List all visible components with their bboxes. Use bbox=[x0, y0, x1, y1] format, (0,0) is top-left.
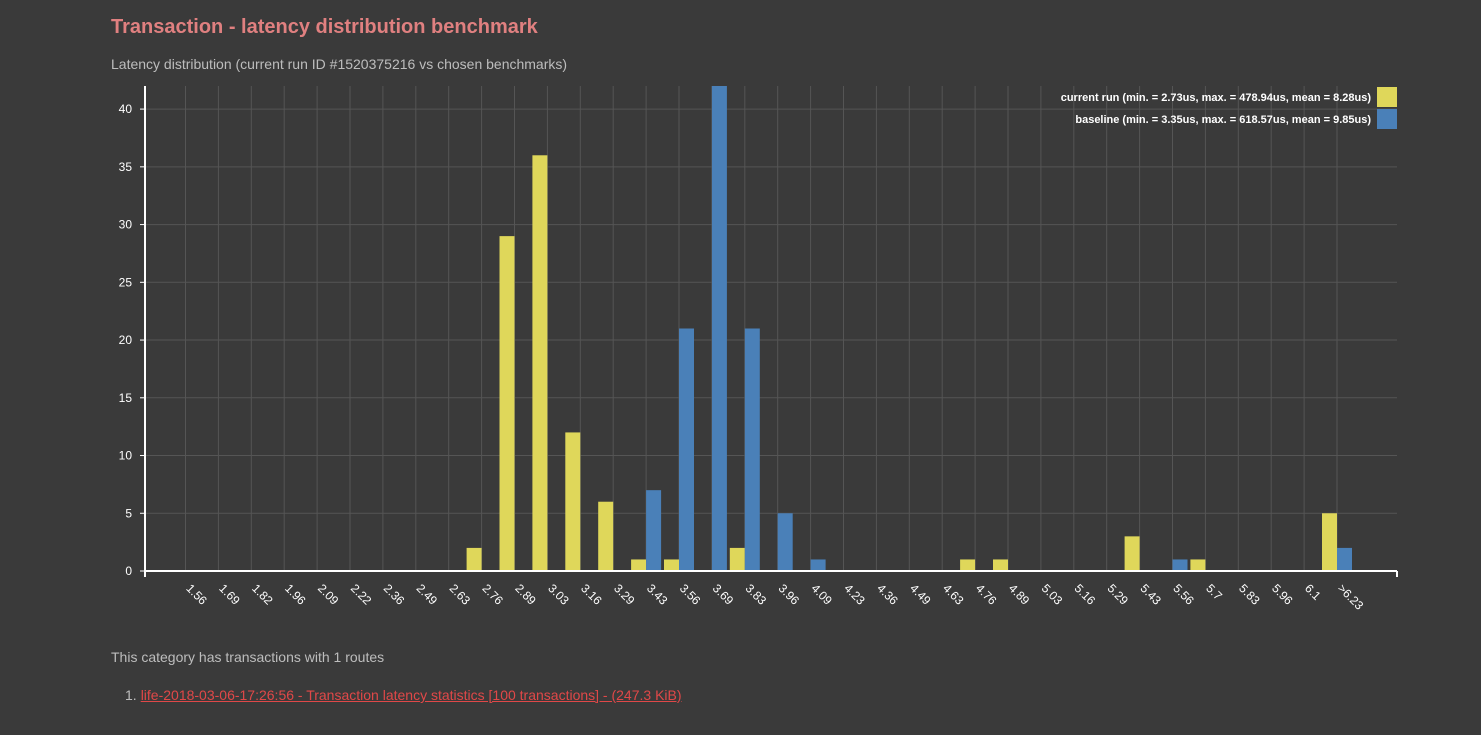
bar-current-run bbox=[565, 432, 581, 571]
x-tick-label: 5.96 bbox=[1269, 581, 1296, 608]
x-tick-label: 5.83 bbox=[1236, 581, 1263, 608]
bar-baseline bbox=[744, 328, 760, 571]
x-tick-label: 2.49 bbox=[414, 581, 441, 608]
x-tick-label: 3.03 bbox=[545, 581, 572, 608]
bar-current-run bbox=[1190, 559, 1206, 571]
bar-current-run bbox=[993, 559, 1008, 571]
bar-current-run bbox=[1124, 536, 1140, 571]
x-tick-label: 2.22 bbox=[348, 581, 375, 608]
x-tick-label: 2.76 bbox=[479, 581, 506, 608]
bar-current-run bbox=[598, 501, 614, 571]
x-tick-label: 4.36 bbox=[874, 581, 901, 608]
y-tick-label: 20 bbox=[119, 333, 133, 347]
y-tick-label: 35 bbox=[119, 160, 133, 174]
bar-current-run bbox=[960, 559, 976, 571]
x-tick-label: 4.63 bbox=[940, 581, 967, 608]
y-tick-label: 40 bbox=[119, 102, 133, 116]
x-tick-label: >6.23 bbox=[1335, 581, 1367, 613]
y-tick-label: 30 bbox=[119, 218, 133, 232]
x-tick-label: 5.56 bbox=[1170, 581, 1197, 608]
x-tick-label: 5.43 bbox=[1137, 581, 1164, 608]
x-tick-label: 1.82 bbox=[249, 581, 276, 608]
route-number: 1. bbox=[125, 687, 137, 703]
bar-baseline bbox=[711, 86, 727, 571]
x-tick-label: 1.69 bbox=[216, 581, 243, 608]
bar-current-run bbox=[499, 236, 515, 571]
x-tick-label: 2.36 bbox=[381, 581, 408, 608]
bar-current-run bbox=[664, 559, 679, 571]
routes-list: 1. life-2018-03-06-17:26:56 - Transaction… bbox=[125, 687, 682, 703]
legend-swatch bbox=[1377, 87, 1397, 107]
legend-swatch bbox=[1377, 109, 1397, 129]
x-tick-label: 3.43 bbox=[644, 581, 671, 608]
x-tick-label: 1.96 bbox=[282, 581, 309, 608]
y-tick-label: 25 bbox=[119, 275, 133, 289]
x-tick-label: 3.29 bbox=[611, 581, 638, 608]
bar-baseline bbox=[679, 328, 694, 571]
bar-current-run bbox=[466, 547, 482, 571]
bar-current-run bbox=[532, 155, 548, 572]
routes-info: This category has transactions with 1 ro… bbox=[111, 649, 385, 665]
x-tick-label: 4.49 bbox=[907, 581, 934, 608]
route-item: 1. life-2018-03-06-17:26:56 - Transaction… bbox=[125, 687, 682, 703]
x-tick-label: 5.03 bbox=[1039, 581, 1066, 608]
x-tick-label: 2.89 bbox=[512, 581, 539, 608]
x-tick-label: 3.96 bbox=[776, 581, 803, 608]
legend-label: baseline (min. = 3.35us, max. = 618.57us… bbox=[1075, 114, 1371, 126]
x-tick-label: 3.16 bbox=[578, 581, 605, 608]
y-tick-label: 10 bbox=[119, 449, 133, 463]
x-tick-label: 3.56 bbox=[677, 581, 704, 608]
x-tick-label: 6.1 bbox=[1302, 581, 1324, 603]
x-tick-label: 4.76 bbox=[973, 581, 1000, 608]
bar-baseline bbox=[1172, 559, 1188, 571]
x-tick-label: 3.69 bbox=[710, 581, 737, 608]
x-tick-label: 5.29 bbox=[1105, 581, 1132, 608]
x-tick-label: 4.89 bbox=[1006, 581, 1033, 608]
x-tick-label: 2.63 bbox=[447, 581, 474, 608]
x-tick-label: 5.7 bbox=[1203, 581, 1225, 603]
x-tick-label: 1.56 bbox=[183, 581, 210, 608]
bar-baseline bbox=[1337, 547, 1352, 571]
bar-baseline bbox=[777, 513, 793, 571]
bar-current-run bbox=[631, 559, 647, 571]
x-tick-label: 3.83 bbox=[743, 581, 770, 608]
x-tick-label: 4.09 bbox=[808, 581, 835, 608]
bar-current-run bbox=[729, 547, 745, 571]
y-tick-label: 5 bbox=[125, 506, 132, 520]
x-tick-label: 5.16 bbox=[1072, 581, 1099, 608]
page-title: Transaction - latency distribution bench… bbox=[111, 16, 538, 38]
y-tick-label: 0 bbox=[125, 564, 132, 578]
x-tick-label: 4.23 bbox=[841, 581, 868, 608]
bar-baseline bbox=[646, 490, 662, 571]
latency-histogram-chart: 0 5 10 15 20 25 30 35 40 1.56 1.69 1.82 1.96 2.09 2.22… bbox=[119, 86, 1398, 613]
legend-label: current run (min. = 2.73us, max. = 478.9… bbox=[1061, 92, 1372, 104]
bar-baseline bbox=[810, 559, 826, 571]
y-tick-label: 15 bbox=[119, 391, 133, 405]
route-link[interactable]: life-2018-03-06-17:26:56 - Transaction l… bbox=[140, 687, 682, 703]
chart-subtitle: Latency distribution (current run ID #15… bbox=[111, 56, 568, 72]
bar-current-run bbox=[1322, 513, 1337, 571]
x-tick-label: 2.09 bbox=[315, 581, 342, 608]
